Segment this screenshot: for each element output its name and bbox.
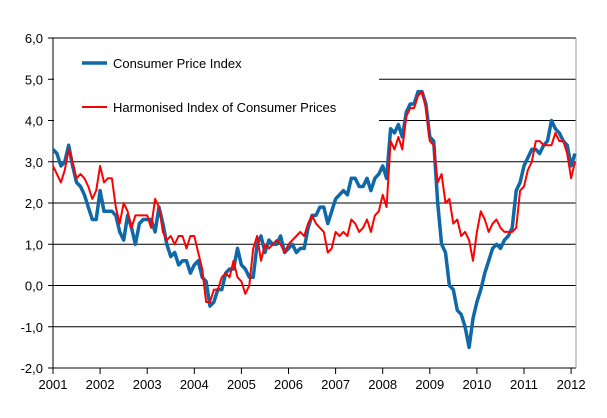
- x-tick-label: 2006: [274, 377, 303, 392]
- y-tick-label: 6,0: [25, 31, 43, 46]
- x-tick-label: 2005: [227, 377, 256, 392]
- x-tick-label: 2008: [368, 377, 397, 392]
- x-tick-label: 2012: [557, 377, 586, 392]
- x-tick-label: 2009: [415, 377, 444, 392]
- y-tick-label: 5,0: [25, 72, 43, 87]
- x-tick-label: 2010: [462, 377, 491, 392]
- x-tick-label: 2011: [510, 377, 538, 392]
- legend-box: [54, 50, 379, 130]
- y-tick-label: 0,0: [25, 279, 43, 294]
- x-tick-label: 2004: [180, 377, 209, 392]
- x-tick-label: 2003: [133, 377, 162, 392]
- y-tick-label: -2,0: [21, 361, 43, 376]
- y-tick-label: 1,0: [25, 237, 43, 252]
- x-tick-label: 2007: [321, 377, 350, 392]
- series-line: [51, 89, 577, 350]
- y-tick-label: 4,0: [25, 114, 43, 129]
- x-tick-label: 2001: [39, 377, 68, 392]
- legend-label: Harmonised Index of Consumer Prices: [113, 100, 337, 115]
- y-tick-label: 3,0: [25, 155, 43, 170]
- x-tick-label: 2002: [86, 377, 115, 392]
- legend-label: Consumer Price Index: [113, 56, 242, 71]
- series-line: [52, 90, 576, 303]
- y-tick-label: -1,0: [21, 320, 43, 335]
- y-tick-label: 2,0: [25, 196, 43, 211]
